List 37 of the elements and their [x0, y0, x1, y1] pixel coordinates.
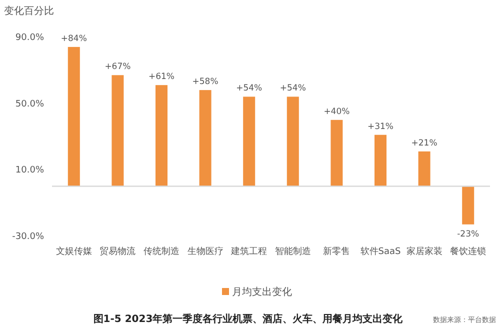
bar — [68, 46, 80, 186]
x-tick-label: 建筑工程 — [230, 246, 268, 257]
data-label: +31% — [367, 122, 394, 132]
bar — [243, 96, 256, 186]
data-label: -23% — [457, 229, 480, 240]
x-tick-label: 餐饮连锁 — [450, 246, 486, 257]
bar — [374, 134, 386, 186]
y-axis-title: 变化百分比 — [4, 5, 54, 17]
bar — [112, 75, 124, 186]
data-label: +21% — [411, 138, 438, 148]
x-tick-label: 贸易物流 — [100, 246, 136, 257]
x-tick-label: 智能制造 — [274, 246, 311, 257]
x-tick-label: 软件SaaS — [360, 246, 402, 257]
legend-label: 月均支出变化 — [232, 286, 292, 298]
x-tick-label: 新零售 — [323, 246, 350, 257]
bar — [199, 90, 212, 186]
y-tick-label: -30.0% — [12, 232, 44, 242]
bar — [156, 85, 168, 186]
y-tick-label: 10.0% — [15, 166, 44, 176]
data-label: +54% — [236, 84, 262, 94]
x-tick-label: 传统制造 — [144, 246, 180, 257]
data-label: +84% — [60, 34, 87, 44]
y-tick-label: 50.0% — [15, 99, 44, 110]
x-tick-label: 文娱传媒 — [56, 246, 92, 257]
data-label: +40% — [324, 106, 350, 117]
x-tick-label: 家居家装 — [406, 246, 442, 257]
y-tick-label: 90.0% — [15, 33, 44, 43]
data-label: +67% — [104, 62, 131, 72]
bar — [330, 120, 343, 186]
bar — [418, 151, 430, 186]
data-label: +61% — [148, 72, 175, 82]
bar — [462, 186, 474, 224]
data-label: +58% — [192, 77, 218, 88]
text: 图1-5 2023年第一季度各行业机票、酒店、火车、用餐月均支出变化 — [93, 313, 404, 325]
x-tick-label: 生物医疗 — [187, 246, 224, 257]
data-label: +54% — [280, 84, 306, 94]
bar — [286, 96, 299, 186]
